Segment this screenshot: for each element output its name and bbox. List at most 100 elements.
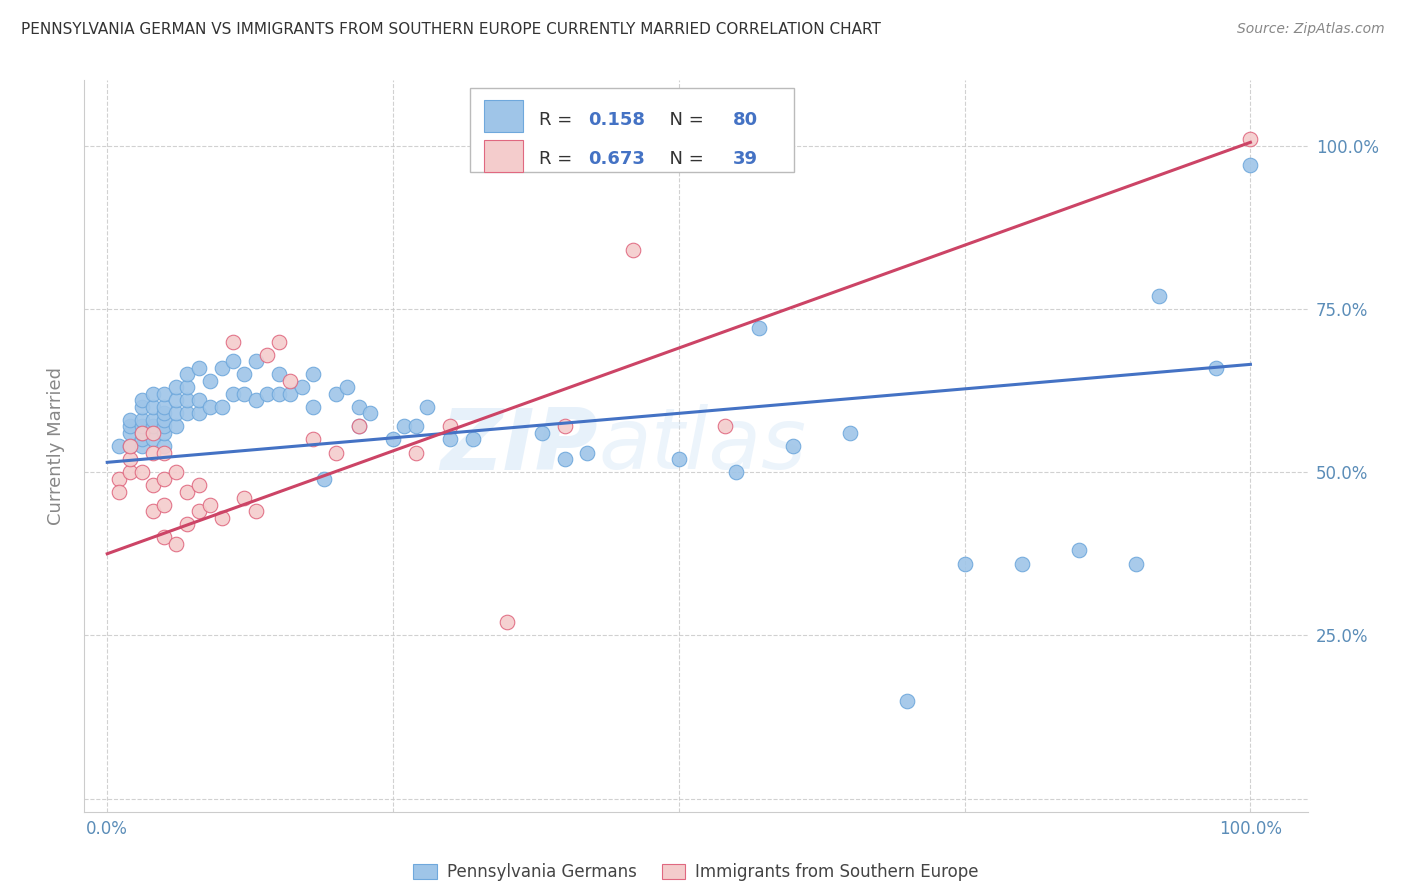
Point [211, 400, 233, 414]
Point [153, 386, 176, 401]
Point [142, 386, 165, 401]
Point [131, 425, 153, 440]
Point [131, 439, 153, 453]
Point [131, 413, 153, 427]
Point [120, 465, 142, 479]
Point [1239, 158, 1261, 172]
Point [748, 321, 770, 335]
Point [198, 498, 221, 512]
Point [120, 419, 142, 434]
Point [142, 478, 165, 492]
Text: N =: N = [658, 111, 710, 128]
Point [256, 348, 278, 362]
Point [461, 433, 484, 447]
Point [896, 694, 918, 708]
Point [176, 393, 198, 408]
Point [131, 465, 153, 479]
Point [416, 400, 439, 414]
Point [278, 386, 301, 401]
Point [724, 465, 747, 479]
Point [233, 386, 256, 401]
Point [245, 393, 267, 408]
Point [621, 243, 644, 257]
Point [153, 419, 176, 434]
Point [176, 367, 198, 381]
Point [336, 380, 359, 394]
Point [1067, 543, 1090, 558]
Point [302, 367, 325, 381]
Bar [484, 101, 523, 132]
Point [668, 452, 690, 467]
Bar [484, 140, 523, 172]
Point [165, 406, 187, 420]
Point [222, 354, 245, 368]
Point [142, 419, 165, 434]
Point [187, 478, 209, 492]
Point [165, 465, 187, 479]
Point [153, 406, 176, 420]
Point [1011, 557, 1033, 571]
Text: R =: R = [540, 150, 578, 168]
Point [153, 425, 176, 440]
Point [347, 419, 370, 434]
Point [142, 400, 165, 414]
Text: Source: ZipAtlas.com: Source: ZipAtlas.com [1237, 22, 1385, 37]
Point [245, 354, 267, 368]
Text: 39: 39 [733, 150, 758, 168]
Point [405, 445, 427, 459]
Point [359, 406, 381, 420]
Point [107, 484, 129, 499]
Point [222, 334, 245, 349]
Point [142, 504, 165, 518]
Text: R =: R = [540, 111, 578, 128]
Text: PENNSYLVANIA GERMAN VS IMMIGRANTS FROM SOUTHERN EUROPE CURRENTLY MARRIED CORRELA: PENNSYLVANIA GERMAN VS IMMIGRANTS FROM S… [21, 22, 882, 37]
Point [153, 530, 176, 544]
Point [439, 433, 461, 447]
Point [142, 433, 165, 447]
Point [553, 452, 575, 467]
Point [953, 557, 976, 571]
Point [839, 425, 862, 440]
Point [131, 419, 153, 434]
Point [267, 386, 290, 401]
Point [131, 393, 153, 408]
Point [120, 452, 142, 467]
Point [187, 393, 209, 408]
Point [153, 498, 176, 512]
Point [131, 433, 153, 447]
Point [120, 439, 142, 453]
Point [347, 419, 370, 434]
Text: 0.673: 0.673 [588, 150, 645, 168]
Point [553, 419, 575, 434]
Point [267, 334, 290, 349]
Text: 80: 80 [733, 111, 758, 128]
Point [153, 445, 176, 459]
Point [153, 413, 176, 427]
Point [187, 406, 209, 420]
Point [325, 386, 347, 401]
Point [153, 400, 176, 414]
Point [131, 400, 153, 414]
FancyBboxPatch shape [470, 87, 794, 171]
Point [198, 400, 221, 414]
Point [176, 406, 198, 420]
Point [176, 484, 198, 499]
Point [153, 472, 176, 486]
Text: 0.158: 0.158 [588, 111, 645, 128]
Point [314, 472, 336, 486]
Point [187, 360, 209, 375]
Point [222, 386, 245, 401]
Point [1205, 360, 1227, 375]
Point [576, 445, 599, 459]
Point [278, 374, 301, 388]
Point [394, 419, 416, 434]
Point [302, 400, 325, 414]
Point [142, 413, 165, 427]
Text: ZIP: ZIP [440, 404, 598, 488]
Point [107, 439, 129, 453]
Point [107, 472, 129, 486]
Point [233, 491, 256, 506]
Point [290, 380, 312, 394]
Point [120, 413, 142, 427]
Point [1239, 132, 1261, 146]
